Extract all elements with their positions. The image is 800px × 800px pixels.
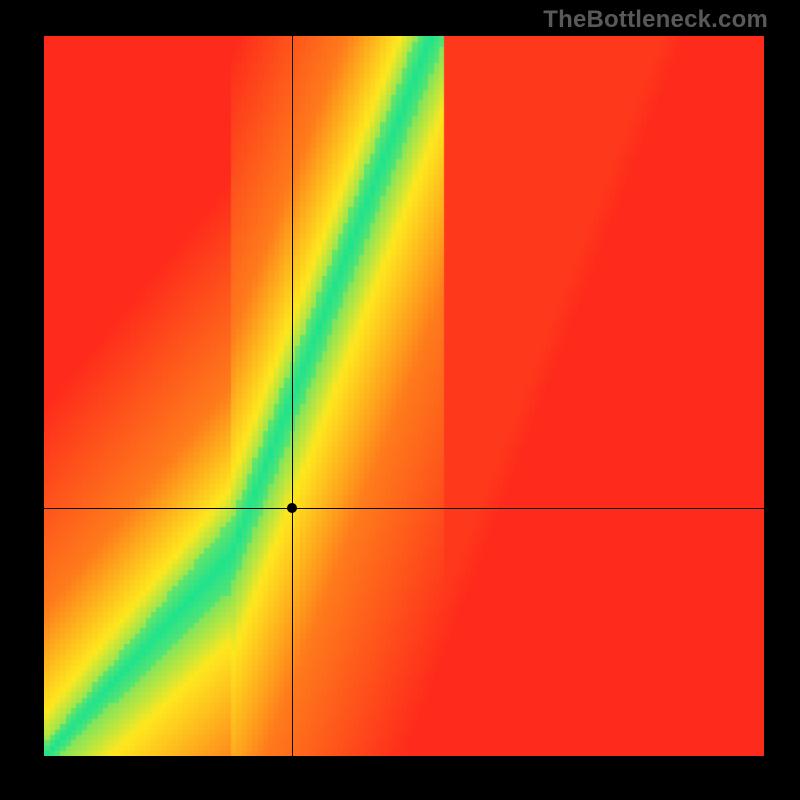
crosshair-horizontal (44, 508, 764, 509)
heatmap-canvas (44, 36, 764, 756)
chart-frame: TheBottleneck.com (0, 0, 800, 800)
watermark-text: TheBottleneck.com (543, 6, 768, 34)
heatmap-plot (44, 36, 764, 756)
crosshair-vertical (292, 36, 293, 756)
data-point-dot (287, 503, 297, 513)
